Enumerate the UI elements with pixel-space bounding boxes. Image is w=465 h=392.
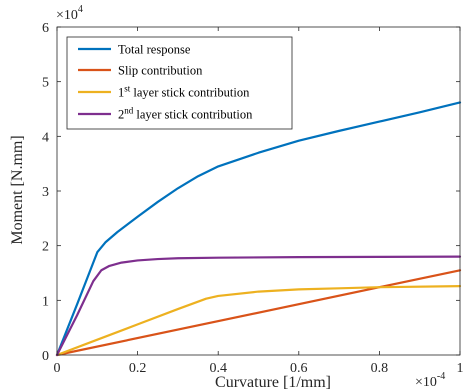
y-tick-label: 4: [42, 130, 49, 145]
legend-entry-label: Slip contribution: [118, 64, 203, 78]
series-line-2: [55, 269, 462, 357]
x-axis-multiplier: ×10-4: [415, 371, 445, 390]
x-tick-label: 0.6: [290, 361, 308, 376]
y-axis-multiplier: ×104: [56, 4, 83, 23]
y-tick-label: 5: [42, 76, 49, 91]
x-multiplier-base: ×10: [415, 375, 437, 390]
y-multiplier-exp: 4: [78, 4, 83, 15]
y-multiplier-base: ×10: [56, 8, 78, 23]
x-tick-label: 0.4: [209, 361, 227, 376]
x-axis-label: Curvature [1/mm]: [215, 374, 331, 391]
x-tick-label: 1: [457, 361, 464, 376]
y-tick-label: 0: [42, 349, 49, 364]
x-tick-label: 0.8: [371, 361, 389, 376]
legend-entry-label: 2nd layer stick contribution: [118, 106, 253, 122]
series-line-1: [55, 101, 462, 357]
y-axis-label: Moment [N.mm]: [9, 135, 26, 244]
series-line-3: [55, 285, 462, 357]
x-tick-label: 0.2: [129, 361, 147, 376]
legend-entry-label: 1st layer stick contribution: [118, 84, 250, 100]
axes: 0 0.2 0.4 0.6 0.8 1 0 1 2 3 4 5 6: [42, 21, 464, 376]
x-tick-label: 0: [54, 361, 61, 376]
y-tick-label: 1: [42, 294, 49, 309]
x-multiplier-exp: -4: [437, 371, 445, 382]
plot-area: [55, 101, 462, 357]
y-tick-label: 2: [42, 240, 49, 255]
series-line-4: [55, 255, 462, 357]
legend-entry-label: Total response: [118, 43, 191, 57]
y-tick-label: 3: [42, 185, 49, 200]
y-tick-label: 6: [42, 21, 49, 36]
legend: Total response Slip contribution 1st layer…: [66, 36, 293, 130]
